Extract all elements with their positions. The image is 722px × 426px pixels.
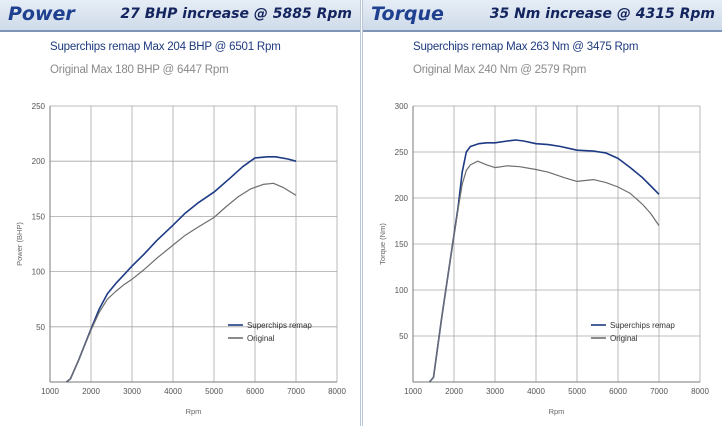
x-axis-label: Rpm — [186, 407, 202, 416]
y-tick-label: 50 — [36, 323, 45, 332]
axes — [49, 106, 337, 383]
torque-header: Torque 35 Nm increase @ 4315 Rpm — [363, 0, 722, 32]
series-line-remap — [428, 139, 660, 383]
x-tick-label: 1000 — [41, 387, 59, 396]
y-tick-label: 150 — [32, 212, 46, 221]
y-tick-label: 100 — [395, 286, 409, 295]
y-tick-label: 300 — [395, 102, 409, 111]
torque-remap-info: Superchips remap Max 263 Nm @ 3475 Rpm — [413, 41, 639, 53]
x-tick-label: 7000 — [287, 387, 305, 396]
x-tick-label: 8000 — [328, 387, 346, 396]
power-header: Power 27 BHP increase @ 5885 Rpm — [0, 0, 360, 32]
series-line-original — [428, 160, 660, 383]
legend-label: Original — [610, 334, 638, 343]
y-axis-label: Power (BHP) — [15, 222, 24, 266]
torque-title: Torque — [371, 3, 444, 25]
x-tick-label: 6000 — [246, 387, 264, 396]
x-tick-label: 2000 — [445, 387, 463, 396]
x-tick-label: 1000 — [404, 387, 422, 396]
legend-label: Superchips remap — [610, 321, 675, 330]
power-remap-info: Superchips remap Max 204 BHP @ 6501 Rpm — [50, 41, 281, 53]
y-tick-label: 150 — [395, 240, 409, 249]
axes — [412, 106, 700, 383]
y-tick-label: 250 — [32, 102, 46, 111]
torque-original-info: Original Max 240 Nm @ 2579 Rpm — [413, 64, 587, 76]
power-panel: Power 27 BHP increase @ 5885 Rpm Superch… — [0, 0, 361, 426]
power-subtitle: 27 BHP increase @ 5885 Rpm — [120, 6, 352, 22]
series-line-remap — [65, 156, 297, 383]
torque-chart: 1000 2000 3000 4000 5000 6000 7000 8000 50 100 150… — [378, 102, 709, 416]
x-tick-label: 5000 — [568, 387, 586, 396]
legend: Superchips remap Original — [590, 321, 675, 343]
x-tick-label: 8000 — [691, 387, 709, 396]
x-tick-label: 2000 — [82, 387, 100, 396]
power-chart: 1000 2000 3000 4000 5000 6000 7000 8000 50 100 150… — [15, 102, 346, 416]
y-tick-label: 100 — [32, 268, 46, 277]
x-tick-label: 3000 — [123, 387, 141, 396]
grid — [50, 105, 338, 382]
legend: Superchips remap Original — [227, 321, 312, 343]
y-tick-label: 50 — [399, 332, 408, 341]
power-original-info: Original Max 180 BHP @ 6447 Rpm — [50, 64, 229, 76]
y-tick-label: 200 — [395, 194, 409, 203]
y-tick-label: 250 — [395, 148, 409, 157]
x-tick-label: 7000 — [650, 387, 668, 396]
x-tick-label: 3000 — [486, 387, 504, 396]
x-tick-label: 4000 — [164, 387, 182, 396]
y-tick-label: 200 — [32, 157, 46, 166]
x-axis-label: Rpm — [549, 407, 565, 416]
torque-panel: Torque 35 Nm increase @ 4315 Rpm Superch… — [362, 0, 722, 426]
grid — [413, 105, 701, 382]
legend-label: Original — [247, 334, 275, 343]
series-line-original — [66, 182, 297, 383]
power-title: Power — [8, 3, 75, 25]
x-tick-label: 5000 — [205, 387, 223, 396]
torque-subtitle: 35 Nm increase @ 4315 Rpm — [489, 6, 715, 22]
x-tick-label: 6000 — [609, 387, 627, 396]
x-tick-label: 4000 — [527, 387, 545, 396]
legend-label: Superchips remap — [247, 321, 312, 330]
y-axis-label: Torque (Nm) — [378, 223, 387, 265]
